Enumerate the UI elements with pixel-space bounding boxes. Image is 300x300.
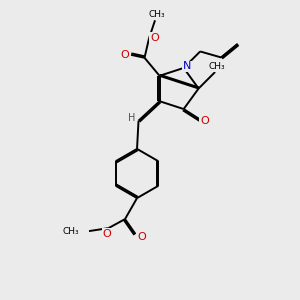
Text: N: N xyxy=(183,61,191,71)
Text: O: O xyxy=(137,232,146,242)
Text: O: O xyxy=(103,229,111,239)
Text: CH₃: CH₃ xyxy=(208,62,225,71)
Text: O: O xyxy=(121,50,129,60)
Text: H: H xyxy=(128,113,136,123)
Text: O: O xyxy=(200,116,209,126)
Text: CH₃: CH₃ xyxy=(148,10,165,19)
Text: O: O xyxy=(150,33,159,43)
Text: CH₃: CH₃ xyxy=(63,226,80,236)
